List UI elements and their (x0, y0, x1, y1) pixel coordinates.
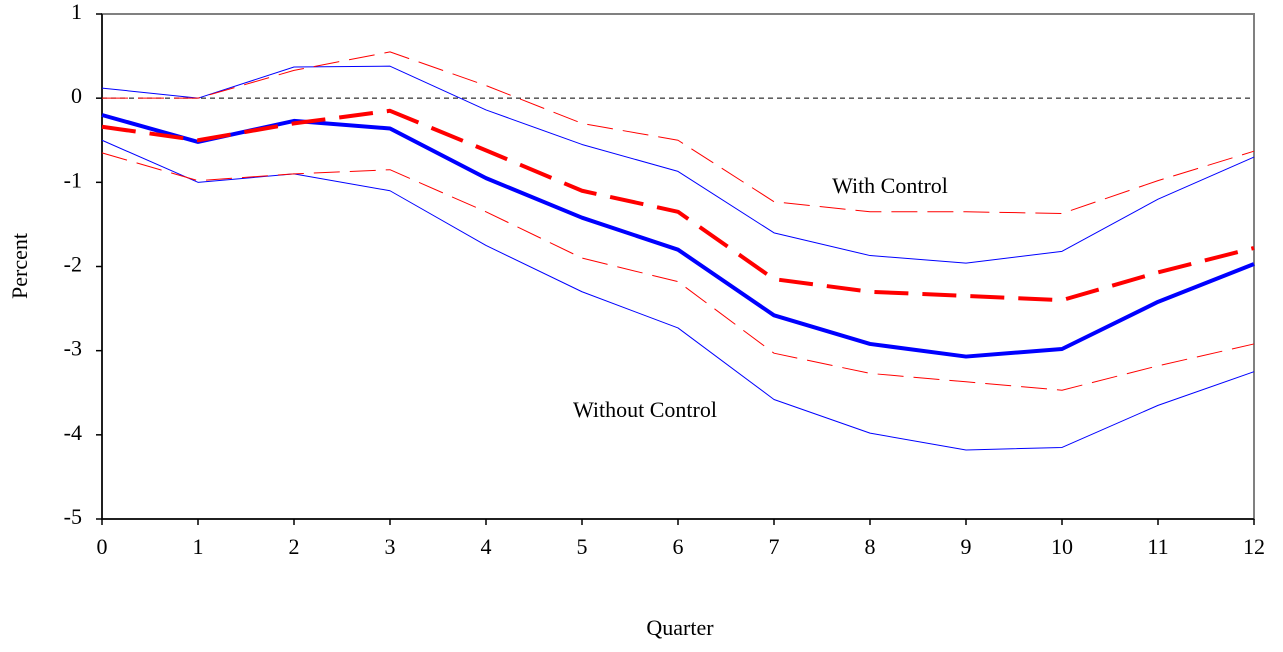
y-tick-label: -3 (64, 336, 82, 361)
y-tick-label: -2 (64, 252, 82, 277)
series-line (101, 152, 1255, 391)
x-tick-label: 4 (481, 534, 492, 559)
y-tick-label: -1 (64, 167, 82, 192)
series-line (101, 65, 1255, 264)
plot-frame (101, 13, 1255, 520)
y-tick-label: -4 (64, 420, 82, 445)
series-line (101, 113, 1255, 359)
series-line (102, 51, 1255, 214)
y-axis-label: Percent (7, 233, 32, 299)
annotation: With Control (832, 173, 948, 198)
x-tick-label: 7 (769, 534, 780, 559)
x-tick-label: 10 (1051, 534, 1073, 559)
x-tick-label: 3 (385, 534, 396, 559)
series-line (101, 108, 1255, 303)
x-tick-label: 11 (1147, 534, 1168, 559)
y-tick-label: -5 (64, 504, 82, 529)
x-tick-label: 12 (1243, 534, 1265, 559)
x-tick-label: 8 (865, 534, 876, 559)
x-axis-label: Quarter (646, 615, 714, 640)
x-tick-label: 2 (289, 534, 300, 559)
x-tick-label: 1 (193, 534, 204, 559)
y-tick-label: 1 (71, 0, 82, 24)
x-tick-label: 9 (961, 534, 972, 559)
x-tick-label: 0 (97, 534, 108, 559)
y-tick-label: 0 (71, 83, 82, 108)
annotation: Without Control (573, 397, 717, 422)
x-tick-label: 5 (577, 534, 588, 559)
x-tick-label: 6 (673, 534, 684, 559)
